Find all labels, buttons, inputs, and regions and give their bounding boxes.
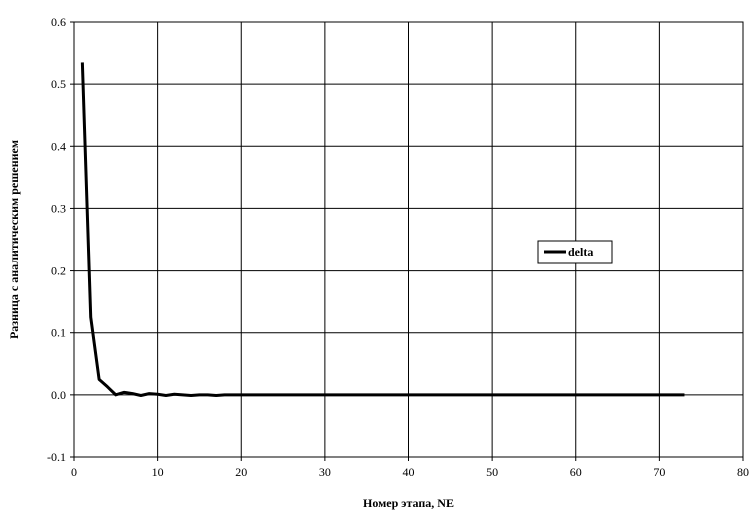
x-tick-label: 80 bbox=[737, 465, 749, 479]
x-tick-label: 40 bbox=[403, 465, 415, 479]
x-tick-label: 20 bbox=[235, 465, 247, 479]
grid bbox=[73, 21, 744, 458]
y-tick-label: 0.3 bbox=[51, 201, 66, 215]
legend: delta bbox=[537, 240, 613, 264]
y-tick-label: 0.1 bbox=[51, 326, 66, 340]
y-tick-label: -0.1 bbox=[47, 450, 66, 464]
y-tick-label: 0.0 bbox=[51, 388, 66, 402]
x-tick-label: 30 bbox=[319, 465, 331, 479]
legend-label-delta: delta bbox=[568, 245, 593, 259]
x-tick-label: 50 bbox=[486, 465, 498, 479]
x-tick-label: 0 bbox=[71, 465, 77, 479]
series-line-delta bbox=[80, 62, 685, 397]
x-axis-ticks: 0 10 20 30 40 50 60 70 80 bbox=[71, 457, 749, 479]
x-tick-label: 70 bbox=[653, 465, 665, 479]
y-tick-label: 0.6 bbox=[51, 15, 66, 29]
y-tick-label: 0.2 bbox=[51, 264, 66, 278]
y-axis-title: Разница с аналитическим решением bbox=[7, 140, 21, 339]
y-tick-label: 0.5 bbox=[51, 77, 66, 91]
x-tick-label: 60 bbox=[570, 465, 582, 479]
y-axis-ticks: -0.1 0.0 0.1 0.2 0.3 0.4 0.5 0.6 bbox=[47, 15, 74, 464]
x-tick-label: 10 bbox=[152, 465, 164, 479]
y-tick-label: 0.4 bbox=[51, 139, 66, 153]
x-axis-title: Номер этапа, NE bbox=[363, 496, 454, 510]
legend-box bbox=[537, 240, 613, 264]
series-layer bbox=[80, 62, 685, 397]
